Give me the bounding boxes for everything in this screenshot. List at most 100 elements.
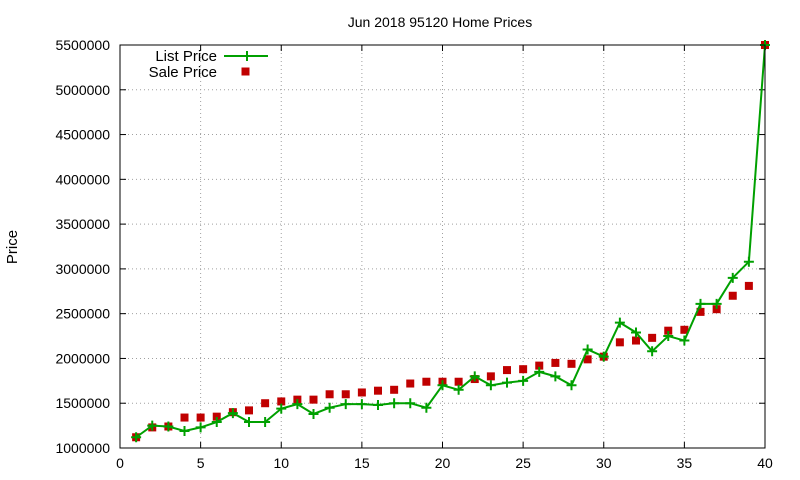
y-tick-label: 4000000: [55, 171, 110, 187]
y-tick-label: 1500000: [55, 395, 110, 411]
series-layer: [131, 40, 770, 443]
sale-price-point: [632, 336, 640, 345]
list-price-point: [373, 400, 383, 411]
list-price-point: [518, 375, 529, 386]
x-tick-label: 35: [677, 455, 693, 471]
y-tick-label: 3000000: [55, 261, 110, 277]
list-price-point: [260, 417, 271, 428]
sale-price-point: [712, 305, 721, 314]
sale-price-point: [744, 281, 753, 290]
sale-price-point: [486, 372, 495, 381]
sale-price-point: [680, 325, 689, 334]
sale-price-point: [406, 379, 415, 388]
sale-price-point: [196, 413, 205, 422]
plot-frame: [119, 44, 766, 449]
list-price-point: [211, 417, 222, 428]
list-price-point: [437, 380, 448, 391]
chart-title: Jun 2018 95120 Home Prices: [348, 14, 532, 30]
legend-label-list-price: List Price: [155, 48, 217, 65]
list-price-point: [292, 399, 303, 410]
legend-marker-sale-price: [241, 67, 250, 76]
sale-price-point: [374, 386, 382, 395]
list-price-point: [631, 327, 641, 338]
list-price-point: [743, 256, 754, 267]
sale-price-point: [551, 358, 560, 367]
list-price-point: [276, 403, 287, 414]
sale-price-point: [567, 359, 576, 368]
y-tick-label: 3500000: [55, 216, 110, 232]
list-price-point: [227, 408, 238, 419]
list-price-point: [711, 298, 722, 309]
sale-price-point: [696, 307, 705, 316]
sale-price-point: [615, 338, 624, 347]
x-tick-label: 5: [197, 455, 205, 471]
sale-price-point: [180, 413, 189, 422]
list-price-point: [163, 421, 174, 432]
sale-price-point: [422, 377, 431, 386]
list-price-point: [485, 380, 496, 391]
tick-labels: 0 5 10 15 20 25 30 35 40 1000000 1500000 2000000 250…: [55, 37, 773, 471]
list-price-point: [453, 384, 464, 395]
sale-price-point: [341, 390, 350, 399]
list-price-point: [308, 408, 319, 419]
x-tick-label: 30: [596, 455, 612, 471]
list-price-point: [356, 399, 367, 410]
y-tick-label: 4500000: [55, 127, 110, 143]
list-price-point: [244, 417, 254, 428]
list-price-point: [389, 398, 400, 409]
sale-price-point: [648, 333, 657, 342]
x-tick-label: 15: [354, 455, 370, 471]
sale-price-point: [728, 291, 737, 300]
list-price-point: [550, 371, 561, 382]
list-price-point: [405, 398, 416, 409]
list-price-point: [598, 351, 609, 362]
sale-price-point: [357, 388, 366, 397]
y-tick-label: 5000000: [55, 82, 110, 98]
list-price-point: [663, 331, 674, 342]
y-tick-label: 2000000: [55, 350, 110, 366]
list-price-point: [179, 425, 190, 436]
list-price-point: [147, 420, 158, 431]
list-price-point: [502, 377, 512, 388]
list-price-point: [582, 344, 593, 355]
list-price-point: [695, 298, 706, 309]
list-price-point: [679, 335, 690, 346]
list-price-point: [534, 366, 545, 377]
x-tick-label: 25: [515, 455, 531, 471]
list-price-point: [340, 399, 351, 410]
list-price-point: [195, 422, 206, 433]
x-tick-label: 40: [757, 455, 773, 471]
y-tick-label: 5500000: [55, 37, 110, 53]
x-tick-label: 0: [116, 455, 124, 471]
sale-price-point: [519, 365, 528, 374]
list-price-point: [421, 402, 432, 413]
legend-marker-list-price: [242, 51, 252, 61]
x-tick-label: 10: [273, 455, 289, 471]
sale-price-point: [454, 377, 463, 386]
list-price-point: [566, 380, 577, 391]
sale-price-point: [277, 397, 286, 406]
sale-price-point: [664, 326, 673, 335]
sale-price-point: [325, 390, 334, 399]
list-price-line: [135, 44, 766, 439]
list-price-point: [727, 272, 738, 283]
sale-price-point: [245, 406, 253, 415]
sale-price-point: [583, 355, 592, 364]
list-price-point: [614, 317, 625, 328]
y-tick-label: 1000000: [55, 440, 110, 456]
legend-label-sale-price: Sale Price: [149, 64, 217, 81]
sale-price-point: [309, 395, 318, 404]
legend: List Price Sale Price: [149, 48, 268, 81]
y-axis-label: Price: [4, 230, 21, 264]
sale-price-point: [212, 412, 221, 421]
sale-price-point: [503, 366, 511, 375]
list-price-point: [324, 402, 335, 413]
sale-price-point: [535, 361, 544, 370]
list-price-point: [469, 371, 480, 382]
sale-price-point: [261, 399, 270, 408]
list-price-point: [647, 346, 658, 357]
list-price-point: [131, 432, 142, 443]
y-tick-label: 2500000: [55, 306, 110, 322]
